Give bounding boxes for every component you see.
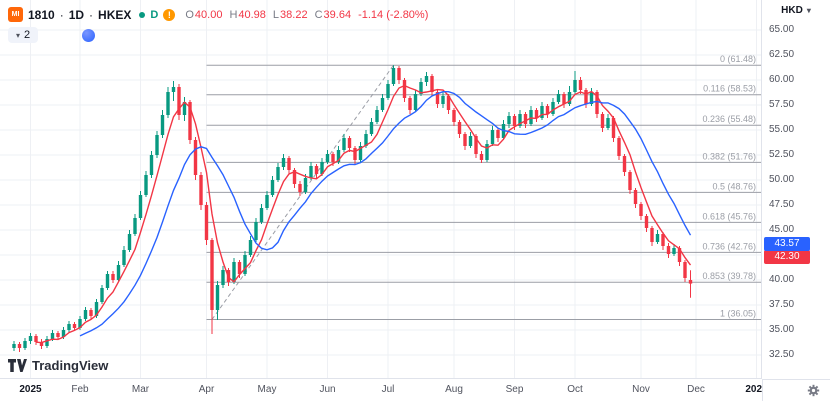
month-tick-label: Feb	[71, 384, 89, 395]
month-tick-label: Jul	[381, 384, 395, 395]
timeframe-label[interactable]: 1D	[68, 7, 85, 22]
fib-level-label: 0.382 (51.76)	[702, 151, 756, 161]
data-warning-icon[interactable]: !	[163, 8, 176, 21]
fib-level-label: 0.736 (42.76)	[702, 241, 756, 251]
indicators-collapse-button[interactable]: ▾ 2	[8, 27, 39, 43]
fib-level-label: 0.853 (39.78)	[702, 271, 756, 281]
delayed-data-badge[interactable]: D	[150, 8, 159, 21]
ma-price-badge: 42.30	[764, 250, 810, 264]
axis-corner	[762, 379, 830, 401]
separator: ·	[59, 7, 64, 22]
month-tick-label: Oct	[567, 384, 583, 395]
symbol-logo-icon: MI	[8, 7, 23, 22]
price-tick-label: 57.50	[769, 99, 795, 110]
time-axis[interactable]: 2025 Feb Mar Apr May Jun Jul Aug Sep Oct Nov Dec 202…	[0, 378, 768, 401]
price-tick-label: 47.50	[769, 199, 795, 210]
ohlc-readout: O 40.00 H 40.98 L 38.22 C 39.64 -1.14 (-2.80…	[185, 9, 428, 21]
market-status-dot-icon	[139, 11, 146, 18]
low-label: L	[272, 8, 280, 21]
open-value: 40.00	[194, 8, 223, 21]
price-tick-label: 65.00	[769, 24, 795, 35]
price-tick-label: 52.50	[769, 149, 795, 160]
candlestick-chart-canvas[interactable]: 0 (61.48) 0.116 (58.53) 0.236 (55.48) 0.382…	[0, 0, 762, 379]
chevron-down-icon: ▾	[16, 30, 21, 40]
price-tick-label: 60.00	[769, 74, 795, 85]
separator: ·	[89, 7, 94, 22]
price-tick-label: 45.00	[769, 224, 795, 235]
hidden-indicator-count: 2	[24, 29, 31, 41]
close-value: 39.64	[323, 8, 352, 21]
currency-dropdown[interactable]: HKD ▾	[762, 5, 830, 16]
symbol-name[interactable]: 1810	[28, 7, 55, 22]
exchange-name[interactable]: HKEX	[98, 7, 132, 22]
price-tick-label: 37.50	[769, 299, 795, 310]
change-value: -1.14 (-2.80%)	[358, 8, 429, 21]
ma-price-badge: 43.57	[764, 237, 810, 252]
high-label: H	[229, 8, 238, 21]
sma-fast-line[interactable]	[35, 84, 692, 344]
fib-level-label: 0 (61.48)	[720, 54, 756, 64]
chevron-down-icon: ▾	[806, 6, 811, 15]
month-tick-label: Jun	[319, 384, 336, 395]
price-tick-label: 32.50	[769, 349, 795, 360]
year-tick-label: 2025	[19, 384, 42, 395]
price-tick-label: 62.50	[769, 49, 795, 60]
price-tick-label: 55.00	[769, 124, 795, 135]
fib-level-label: 0.5 (48.76)	[712, 181, 756, 191]
currency-label: HKD	[781, 5, 803, 16]
sma-slow-line[interactable]	[79, 90, 692, 337]
fib-retracement[interactable]: 0 (61.48) 0.116 (58.53) 0.236 (55.48) 0.382…	[206, 54, 763, 320]
month-tick-label: May	[257, 384, 277, 395]
indicator-marker-icon[interactable]	[82, 28, 96, 42]
indicator-legend-row: ▾ 2	[8, 27, 96, 43]
month-tick-label: Sep	[505, 384, 524, 395]
year-tick-label: 2026	[745, 384, 768, 395]
fib-level-label: 0.116 (58.53)	[703, 84, 756, 94]
month-tick-label: Mar	[131, 384, 150, 395]
candles	[12, 65, 693, 352]
price-axis[interactable]: HKD ▾ 65.00 62.50 60.00 57.50 55.00 52.50 50.0…	[761, 0, 830, 379]
fib-level-label: 0.618 (45.76)	[702, 211, 756, 221]
month-tick-label: Aug	[445, 384, 463, 395]
close-label: C	[314, 8, 323, 21]
tradingview-logo[interactable]: TradingView	[8, 358, 108, 373]
high-value: 40.98	[238, 8, 266, 21]
low-value: 38.22	[280, 8, 308, 21]
fib-level-label: 1 (36.05)	[720, 309, 756, 319]
chart-pane[interactable]: 0 (61.48) 0.116 (58.53) 0.236 (55.48) 0.382…	[0, 0, 762, 379]
price-tick-label: 35.00	[769, 324, 795, 335]
price-tick-label: 50.00	[769, 174, 795, 185]
open-label: O	[185, 8, 194, 21]
month-tick-label: Apr	[198, 384, 215, 395]
fib-level-label: 0.236 (55.48)	[702, 114, 756, 124]
tradingview-logo-text: TradingView	[32, 358, 109, 373]
month-tick-label: Nov	[632, 384, 650, 395]
grid-lines	[0, 0, 762, 379]
trend-line[interactable]	[211, 64, 394, 320]
price-tick-label: 40.00	[769, 274, 795, 285]
settings-gear-icon[interactable]	[807, 384, 820, 397]
tradingview-logo-icon	[8, 359, 27, 372]
month-tick-label: Dec	[687, 384, 705, 395]
